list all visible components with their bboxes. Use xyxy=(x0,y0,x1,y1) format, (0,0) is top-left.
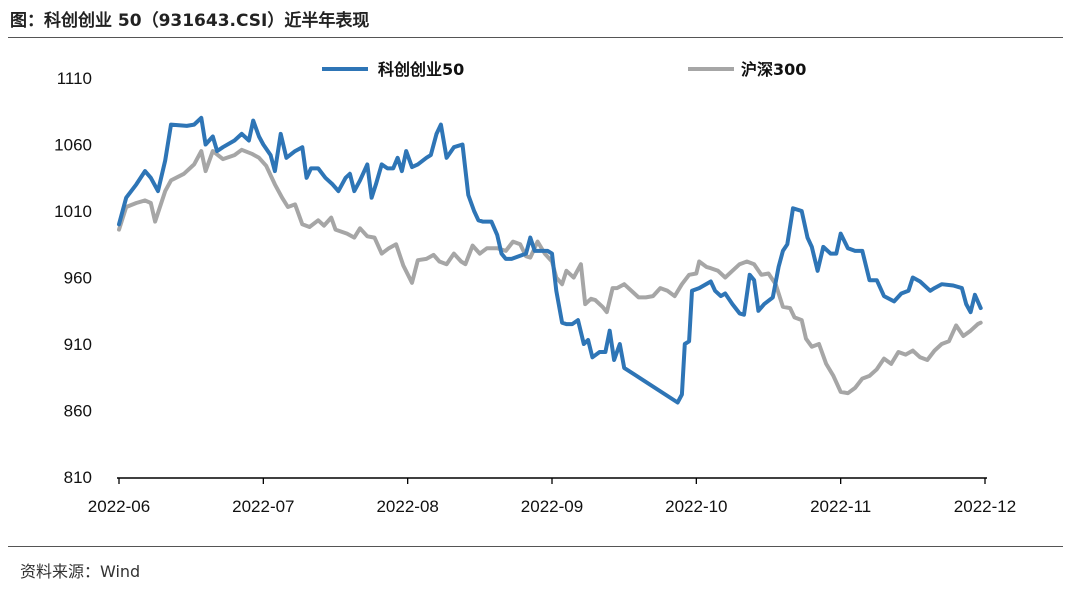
series-line-1 xyxy=(117,115,983,405)
y-tick-label: 860 xyxy=(64,402,92,421)
x-tick-label: 2022-11 xyxy=(810,497,871,516)
top-divider xyxy=(8,37,1063,38)
chart-title: 图：科创创业 50（931643.CSI）近半年表现 xyxy=(10,11,370,31)
y-tick-label: 810 xyxy=(64,468,92,487)
line-chart: 科创创业50 沪深300 810 860 910 960 1010 1060 1110 202… xyxy=(54,60,1016,516)
y-tick-label: 1060 xyxy=(54,136,92,155)
x-tick-label: 2022-07 xyxy=(232,497,294,516)
y-axis: 810 860 910 960 1010 1060 1110 xyxy=(54,69,92,487)
x-tick-label: 2022-06 xyxy=(88,497,150,516)
y-tick-label: 1110 xyxy=(57,69,92,88)
y-tick-label: 1010 xyxy=(54,202,92,221)
bottom-divider xyxy=(8,546,1063,547)
x-tick-label: 2022-12 xyxy=(954,497,1016,516)
legend-label-1: 科创创业50 xyxy=(378,60,464,79)
x-tick-label: 2022-10 xyxy=(665,497,727,516)
x-tick-label: 2022-08 xyxy=(376,497,438,516)
series-line-2 xyxy=(117,147,983,396)
x-tick-label: 2022-09 xyxy=(521,497,583,516)
legend: 科创创业50 沪深300 xyxy=(322,60,806,79)
y-tick-label: 960 xyxy=(64,269,92,288)
plot-area xyxy=(117,115,983,405)
source-note: 资料来源：Wind xyxy=(20,562,141,581)
legend-label-2: 沪深300 xyxy=(741,60,806,79)
x-axis: 2022-06 2022-07 2022-08 2022-09 2022-10 2022-… xyxy=(88,477,1016,516)
y-tick-label: 910 xyxy=(64,335,92,354)
